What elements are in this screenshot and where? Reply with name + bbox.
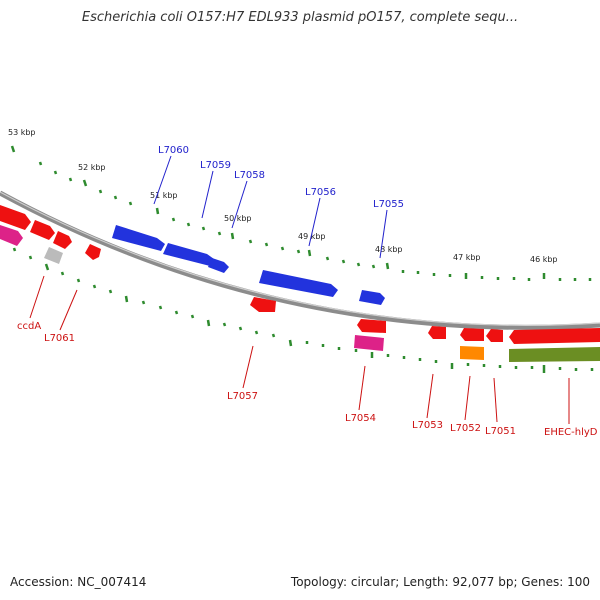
backbone-circle <box>0 190 600 330</box>
bottom-gene-labels: ccdA L7061 L7057 L7054 L7053 L7052 L7051… <box>17 321 598 438</box>
gene-arrow-L7056[interactable] <box>259 270 338 297</box>
gene-arrow-EHEC-hlyD[interactable] <box>509 328 600 344</box>
top-gene-labels: L7060 L7059 L7058 L7056 L7055 <box>158 145 404 210</box>
kbp-label: 46 kbp <box>530 255 558 264</box>
gene-arrow-L7053[interactable] <box>428 326 446 339</box>
outer-tick-ring <box>10 145 592 281</box>
gene-label-L7055[interactable]: L7055 <box>373 199 404 210</box>
backbone-highlight <box>0 191 600 326</box>
gene-arrow-L7057[interactable] <box>250 297 276 312</box>
gene-label-L7053[interactable]: L7053 <box>412 420 443 431</box>
gene-arrow-L7051[interactable] <box>486 329 503 342</box>
forward-genes <box>112 225 385 305</box>
gene-arrow-ccdA[interactable] <box>44 247 63 264</box>
top-label-leaders <box>153 155 388 259</box>
kbp-label: 48 kbp <box>375 245 403 254</box>
inner-tick-ring <box>12 247 594 373</box>
gene-label-L7057[interactable]: L7057 <box>227 391 258 402</box>
bottom-label-leaders <box>29 275 570 424</box>
kbp-label: 50 kbp <box>224 214 252 223</box>
gene-arrow-L7052-orange[interactable] <box>460 346 484 360</box>
gene-arrow-L7054-magenta[interactable] <box>354 335 384 351</box>
gene-arrow-left-4[interactable] <box>53 231 72 249</box>
gene-arrow-L7061[interactable] <box>85 244 101 260</box>
gene-arrow-olive[interactable] <box>509 347 600 362</box>
kbp-labels: 53 kbp 52 kbp 51 kbp 50 kbp 49 kbp 48 kb… <box>8 128 558 264</box>
topology-summary: Topology: circular; Length: 92,077 bp; G… <box>290 575 590 589</box>
gene-label-L7056[interactable]: L7056 <box>305 187 336 198</box>
kbp-label: 51 kbp <box>150 191 178 200</box>
kbp-label: 47 kbp <box>453 253 481 262</box>
gene-label-ccdA[interactable]: ccdA <box>17 321 41 332</box>
kbp-label: 53 kbp <box>8 128 36 137</box>
gene-arrow-L7054-red[interactable] <box>357 319 386 333</box>
gene-label-L7058[interactable]: L7058 <box>234 170 265 181</box>
gene-label-L7051[interactable]: L7051 <box>485 426 516 437</box>
gene-label-L7061[interactable]: L7061 <box>44 333 75 344</box>
gene-label-EHEC-hlyD[interactable]: EHEC-hlyD <box>544 427 598 438</box>
gene-arrow-L7059[interactable] <box>163 243 214 266</box>
gene-label-L7060[interactable]: L7060 <box>158 145 189 156</box>
accession-text: Accession: NC_007414 <box>10 575 147 589</box>
kbp-label: 52 kbp <box>78 163 106 172</box>
gene-label-L7052[interactable]: L7052 <box>450 423 481 434</box>
gene-label-L7054[interactable]: L7054 <box>345 413 376 424</box>
gene-arrow-L7052-red[interactable] <box>460 328 484 341</box>
map-title: Escherichia coli O157:H7 EDL933 plasmid … <box>81 10 519 25</box>
reverse-genes <box>0 205 600 362</box>
gene-arrow-L7055[interactable] <box>359 290 385 305</box>
gene-arrow-L7058[interactable] <box>208 258 229 273</box>
gene-arrow-left-3[interactable] <box>30 220 55 240</box>
gene-label-L7059[interactable]: L7059 <box>200 160 231 171</box>
gene-arrow-L7060[interactable] <box>112 225 165 251</box>
kbp-label: 49 kbp <box>298 232 326 241</box>
gene-arrow-left-1[interactable] <box>0 205 31 230</box>
gene-arrow-left-2[interactable] <box>0 225 23 246</box>
